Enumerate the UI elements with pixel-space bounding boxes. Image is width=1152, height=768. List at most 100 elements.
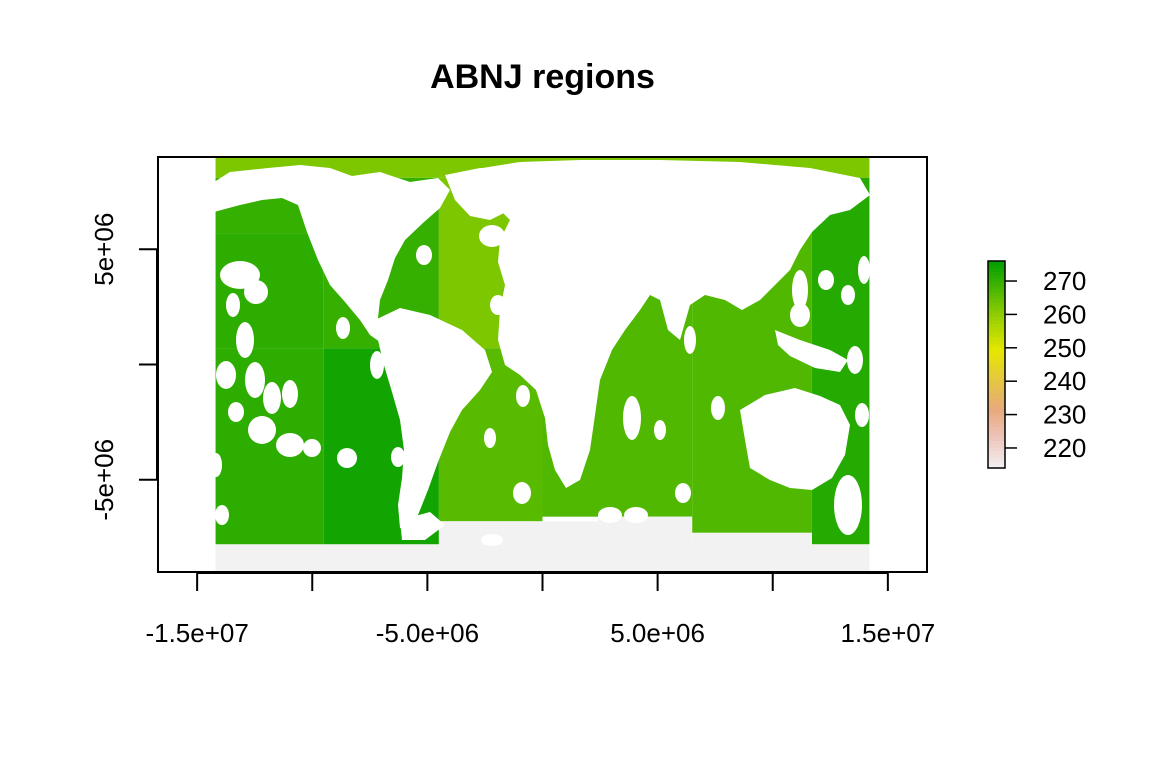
land-island: [248, 416, 276, 444]
legend-swatch: [988, 419, 1005, 424]
x-axis: -1.5e+07 -5.0e+06 5.0e+06 1.5e+07: [145, 572, 935, 648]
legend-swatch: [988, 416, 1005, 421]
y-tick-label: -5e+06: [89, 439, 119, 521]
legend-swatch: [988, 333, 1005, 338]
legend-swatch: [988, 371, 1005, 376]
legend-swatch: [988, 312, 1005, 317]
legend-swatch: [988, 464, 1005, 469]
legend-swatch: [988, 261, 1005, 266]
legend-swatch: [988, 278, 1005, 283]
legend-swatch: [988, 350, 1005, 355]
land-island: [416, 245, 432, 265]
legend-tick-label: 220: [1043, 433, 1086, 463]
land-island: [855, 403, 869, 427]
land-island: [818, 270, 834, 290]
legend-swatch: [988, 323, 1005, 328]
land-island: [513, 482, 531, 504]
legend-swatch: [988, 330, 1005, 335]
land-island: [821, 450, 839, 470]
legend-swatch: [988, 405, 1005, 410]
legend-swatch: [988, 399, 1005, 404]
legend-swatch: [988, 326, 1005, 331]
land-madagascar: [623, 396, 641, 440]
legend-swatch: [988, 385, 1005, 390]
land-island: [282, 380, 298, 408]
land-island: [790, 303, 810, 327]
land-island: [481, 534, 503, 546]
legend-swatch: [988, 426, 1005, 431]
legend-swatch: [988, 285, 1005, 290]
legend-swatch: [988, 281, 1005, 286]
land-island: [391, 447, 405, 467]
legend-swatch: [988, 316, 1005, 321]
land-island: [236, 322, 254, 358]
legend-tick-label: 270: [1043, 266, 1086, 296]
land-island: [336, 317, 350, 339]
land-island: [624, 507, 648, 523]
legend-swatch: [988, 388, 1005, 393]
legend-swatch: [988, 402, 1005, 407]
land-island: [337, 448, 357, 468]
land-new-zealand: [834, 475, 862, 535]
land-island: [675, 483, 691, 503]
land-island: [711, 396, 725, 420]
land-island: [370, 351, 384, 379]
x-tick-label: -5.0e+06: [376, 618, 479, 648]
y-axis: -5e+06 5e+06: [89, 213, 158, 521]
legend-tick-label: 250: [1043, 333, 1086, 363]
legend-swatch: [988, 364, 1005, 369]
land-south-america: [375, 308, 492, 532]
legend-swatch: [988, 295, 1005, 300]
raster-cell-11: [215, 544, 870, 572]
legend-swatch: [988, 298, 1005, 303]
legend-tick-label: 240: [1043, 366, 1086, 396]
legend-swatch: [988, 357, 1005, 362]
legend-swatch: [988, 271, 1005, 276]
legend-tick-label: 260: [1043, 299, 1086, 329]
legend-swatch: [988, 450, 1005, 455]
land-indonesia: [775, 330, 848, 372]
legend-swatch: [988, 336, 1005, 341]
land-island: [847, 346, 863, 374]
land-island: [858, 256, 870, 284]
legend-swatch: [988, 381, 1005, 386]
legend-swatch: [988, 302, 1005, 307]
land-island: [276, 433, 304, 457]
legend-swatch: [988, 443, 1005, 448]
land-island: [245, 362, 265, 398]
legend-swatch: [988, 374, 1005, 379]
legend-swatch: [988, 340, 1005, 345]
land-japan: [792, 270, 808, 310]
legend-swatch: [988, 433, 1005, 438]
x-tick-label: 5.0e+06: [610, 618, 705, 648]
land-island: [841, 285, 855, 305]
land-island: [303, 439, 321, 457]
legend-swatch: [988, 461, 1005, 466]
land-island: [216, 361, 236, 389]
legend-swatch: [988, 436, 1005, 441]
land-eurasia-africa: [470, 160, 870, 488]
land-north-america: [214, 165, 450, 342]
legend-swatch: [988, 367, 1005, 372]
legend-swatch: [988, 454, 1005, 459]
land-mask: [210, 160, 870, 546]
legend-swatch: [988, 361, 1005, 366]
legend-swatch: [988, 378, 1005, 383]
legend-swatch: [988, 305, 1005, 310]
land-island: [479, 225, 505, 247]
y-tick-label: 5e+06: [89, 213, 119, 286]
legend-swatch: [988, 288, 1005, 293]
legend-swatch: [988, 423, 1005, 428]
legend-swatch: [988, 412, 1005, 417]
legend-swatch: [988, 343, 1005, 348]
land-island: [263, 382, 281, 414]
legend-swatch: [988, 354, 1005, 359]
raster-cell-1: [215, 233, 324, 349]
legend-swatch: [988, 264, 1005, 269]
legend-swatch: [988, 447, 1005, 452]
land-island: [215, 505, 229, 525]
legend-swatch: [988, 395, 1005, 400]
land-island: [210, 453, 222, 477]
